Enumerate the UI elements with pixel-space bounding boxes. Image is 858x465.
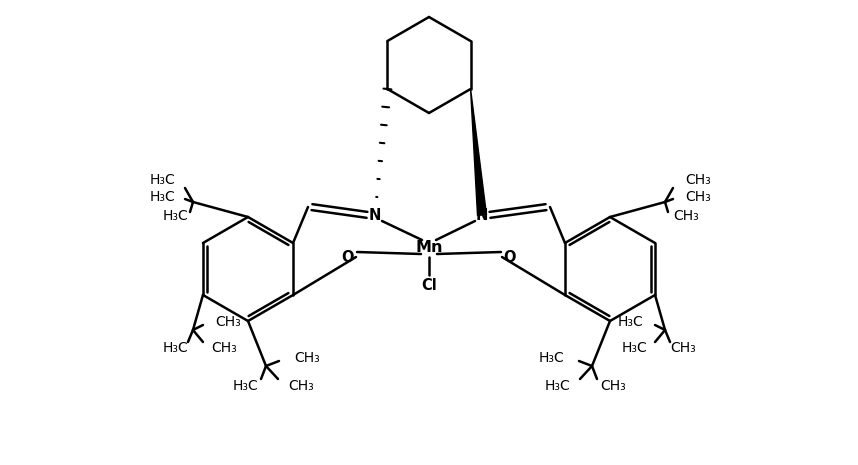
Text: O: O (504, 250, 517, 265)
Text: H₃C: H₃C (544, 379, 570, 393)
Text: CH₃: CH₃ (211, 341, 237, 355)
Text: Cl: Cl (421, 278, 437, 292)
Text: H₃C: H₃C (162, 209, 188, 223)
Text: CH₃: CH₃ (670, 341, 696, 355)
Text: H₃C: H₃C (162, 341, 188, 355)
Text: H₃C: H₃C (149, 173, 175, 187)
Text: CH₃: CH₃ (294, 351, 320, 365)
Text: CH₃: CH₃ (215, 315, 241, 329)
Polygon shape (470, 89, 486, 215)
Text: N: N (369, 207, 381, 222)
Text: N: N (476, 207, 488, 222)
Text: CH₃: CH₃ (600, 379, 625, 393)
Text: H₃C: H₃C (149, 190, 175, 204)
Text: CH₃: CH₃ (685, 190, 710, 204)
Text: H₃C: H₃C (617, 315, 643, 329)
Text: CH₃: CH₃ (685, 173, 710, 187)
Text: H₃C: H₃C (621, 341, 647, 355)
Text: CH₃: CH₃ (288, 379, 314, 393)
Text: O: O (341, 250, 354, 265)
Text: H₃C: H₃C (233, 379, 258, 393)
Text: H₃C: H₃C (538, 351, 564, 365)
Text: Mn: Mn (415, 240, 443, 255)
Text: CH₃: CH₃ (673, 209, 698, 223)
